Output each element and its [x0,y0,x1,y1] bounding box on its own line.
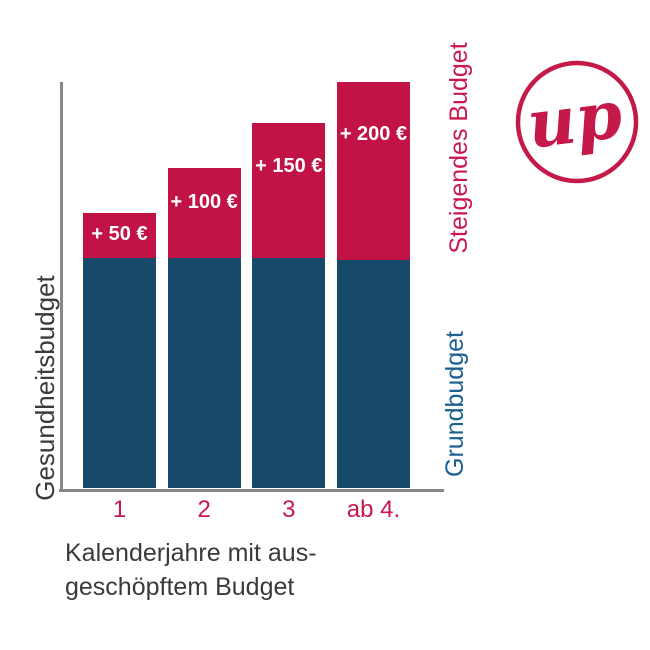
legend-grundbudget: Grundbudget [441,331,469,477]
grundbudget-segment [252,258,326,488]
bar-value-label: + 200 € [339,123,408,145]
bar-column: + 150 € [252,82,326,488]
y-axis-label: Gesundheitsbudget [30,275,60,501]
bar-value-label: + 150 € [255,155,323,177]
up-logo: up [515,60,639,184]
steigendes-budget-segment: + 100 € [167,168,241,258]
grundbudget-segment [83,258,156,488]
x-axis-caption: Kalenderjahre mit aus- geschöpftem Budge… [65,536,317,604]
x-tick-label: 1 [112,496,127,523]
steigendes-budget-segment: + 200 € [336,82,410,261]
bar-value-label: + 50 € [91,223,148,245]
bar-column: + 100 € [167,82,241,488]
grundbudget-segment [167,258,241,488]
bar-column: + 50 € [83,82,156,488]
steigendes-budget-segment: + 150 € [252,123,326,258]
x-axis-caption-line1: Kalenderjahre mit aus- [65,539,317,567]
x-ticks: 1 2 3 ab 4. [83,496,410,524]
grundbudget-segment [336,260,410,488]
bar-value-label: + 100 € [170,191,238,213]
logo-circle-icon [515,60,639,184]
x-tick-label: 3 [282,496,296,523]
x-tick-label: ab 4. [346,496,401,523]
x-tick-label: 2 [197,496,211,523]
bar-column: + 200 € [336,82,410,488]
steigendes-budget-segment: + 50 € [83,213,156,258]
x-axis-caption-line2: geschöpftem Budget [65,573,295,601]
y-axis-line [60,82,63,490]
bars: + 50 € + 100 € + 150 € + 200 € [83,82,410,488]
logo-text: up [523,75,626,164]
legend-steigendes-budget: Steigendes Budget [445,42,473,254]
x-axis-line [59,489,444,492]
